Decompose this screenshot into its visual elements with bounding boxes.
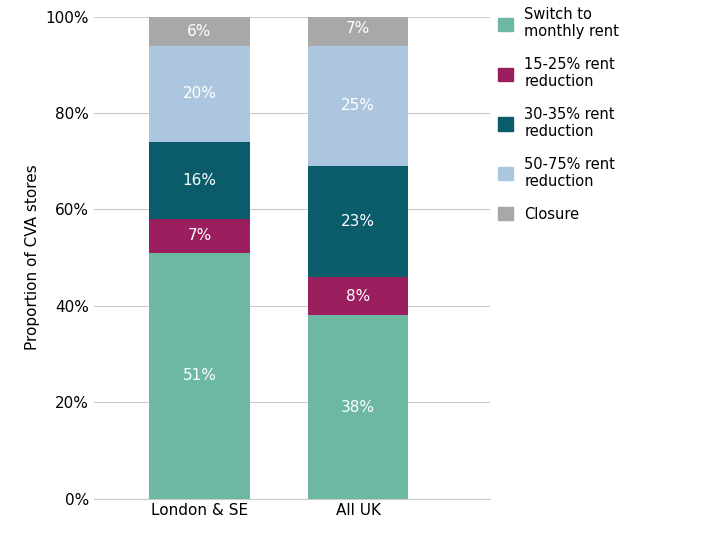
Bar bbox=[149, 142, 249, 219]
Text: 7%: 7% bbox=[346, 21, 370, 36]
Text: 7%: 7% bbox=[187, 228, 211, 243]
Text: 25%: 25% bbox=[341, 98, 375, 113]
Bar bbox=[308, 277, 408, 315]
Text: 20%: 20% bbox=[182, 86, 216, 101]
Bar bbox=[149, 45, 249, 142]
Bar bbox=[308, 315, 408, 499]
Bar bbox=[308, 45, 408, 166]
Text: 51%: 51% bbox=[182, 368, 216, 383]
Bar bbox=[149, 17, 249, 45]
Bar bbox=[149, 253, 249, 499]
Text: 8%: 8% bbox=[346, 289, 370, 304]
Bar bbox=[308, 12, 408, 45]
Text: 16%: 16% bbox=[182, 173, 216, 188]
Bar bbox=[149, 219, 249, 253]
Text: 38%: 38% bbox=[341, 399, 375, 414]
Y-axis label: Proportion of CVA stores: Proportion of CVA stores bbox=[25, 165, 40, 351]
Text: 23%: 23% bbox=[341, 214, 375, 229]
Text: 6%: 6% bbox=[187, 24, 212, 39]
Bar bbox=[308, 166, 408, 277]
Legend: Switch to
monthly rent, 15-25% rent
reduction, 30-35% rent
reduction, 50-75% ren: Switch to monthly rent, 15-25% rent redu… bbox=[498, 7, 619, 222]
